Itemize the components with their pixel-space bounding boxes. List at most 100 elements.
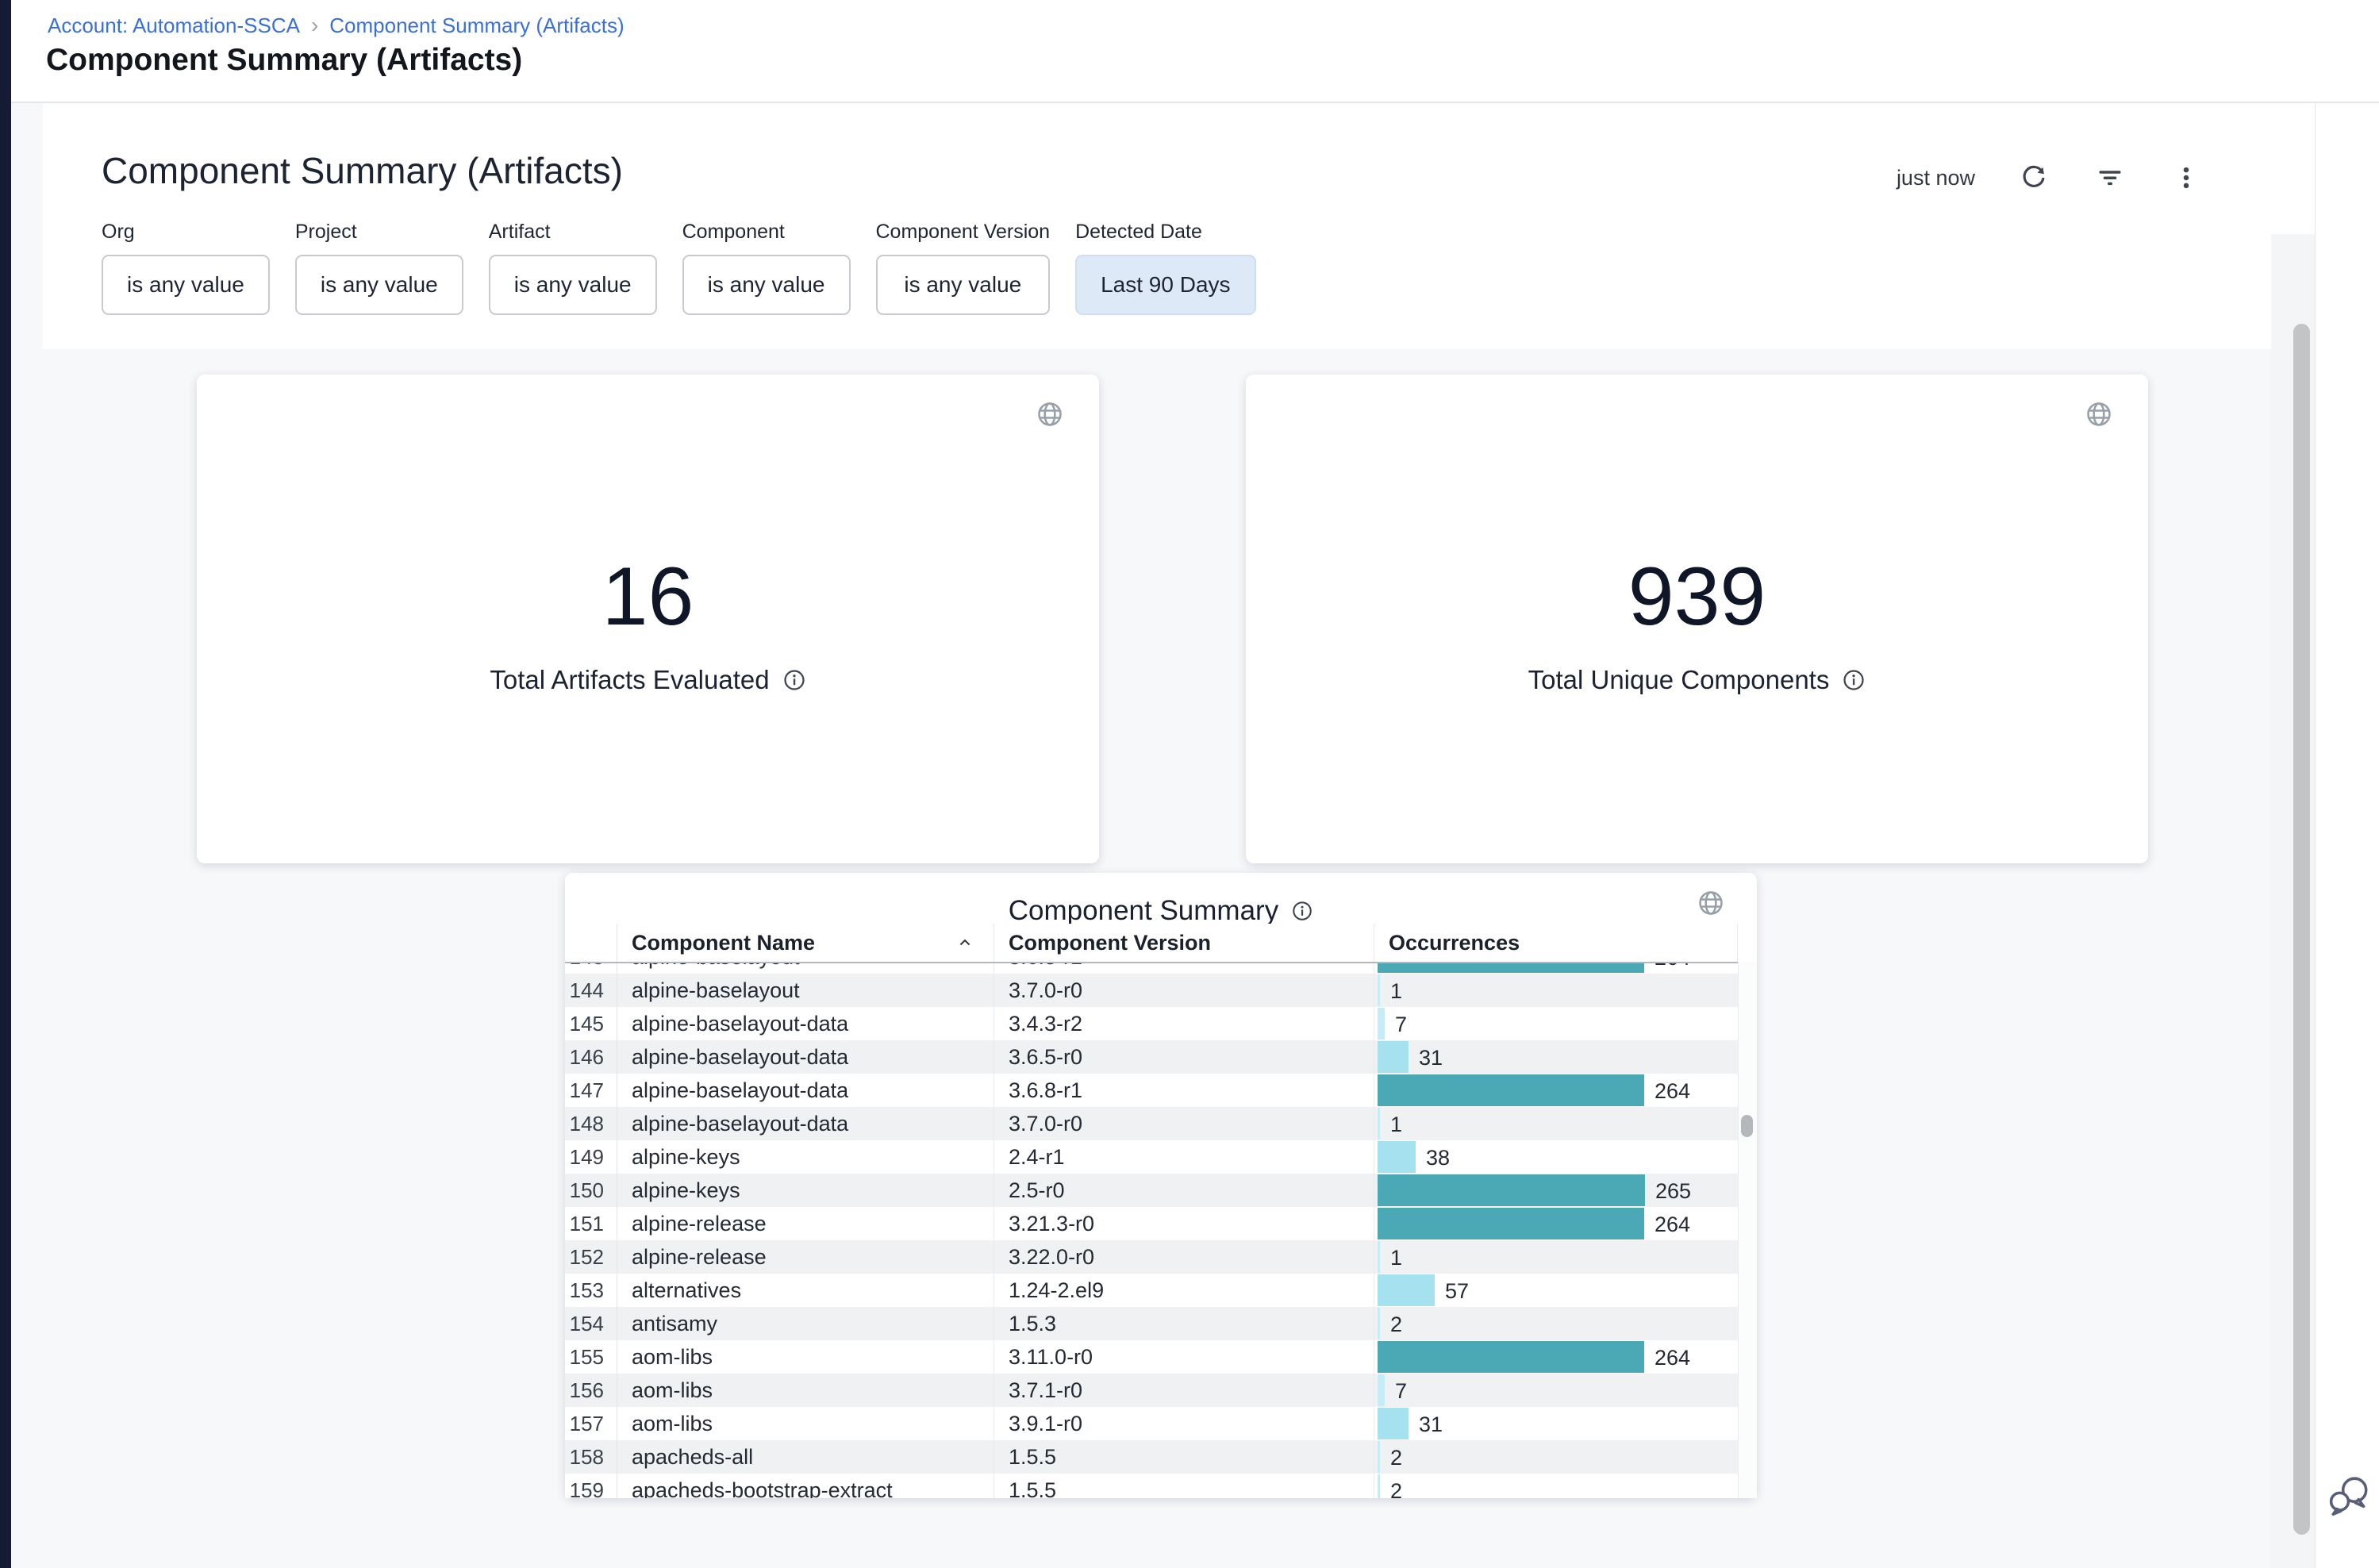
occurrences-bar[interactable] xyxy=(1378,963,1644,973)
globe-icon[interactable] xyxy=(1697,889,1725,917)
filter-value-button[interactable]: is any value xyxy=(875,255,1051,315)
occurrences-bar[interactable] xyxy=(1378,1041,1409,1073)
occurrences-cell: 31 xyxy=(1374,1040,1738,1074)
occurrences-cell: 38 xyxy=(1374,1140,1738,1174)
occurrences-value: 57 xyxy=(1445,1279,1470,1303)
row-number: 156 xyxy=(565,1374,617,1407)
occurrences-bar[interactable] xyxy=(1378,1008,1385,1040)
refresh-status: just now xyxy=(1896,165,1975,190)
component-name-cell: alpine-release xyxy=(617,1240,994,1274)
component-version-cell: 1.5.3 xyxy=(994,1307,1374,1340)
component-version-cell: 1.5.5 xyxy=(994,1474,1374,1498)
row-number: 144 xyxy=(565,974,617,1007)
table-header-row: Component Name Component Version Occurre… xyxy=(565,924,1738,962)
component-name-cell: alpine-baselayout-data xyxy=(617,1007,994,1040)
occurrences-bar[interactable] xyxy=(1378,1441,1380,1473)
component-version-cell: 3.7.1-r0 xyxy=(994,1374,1374,1407)
occurrences-cell: 7 xyxy=(1374,1007,1738,1040)
occurrences-bar[interactable] xyxy=(1378,974,1380,1006)
globe-icon[interactable] xyxy=(1036,400,1064,429)
info-icon[interactable] xyxy=(782,668,806,692)
component-name-cell: alpine-baselayout-data xyxy=(617,1107,994,1140)
row-number: 147 xyxy=(565,1074,617,1107)
column-header-component-version[interactable]: Component Version xyxy=(994,924,1374,962)
info-icon[interactable] xyxy=(1842,668,1866,692)
column-header-occurrences[interactable]: Occurrences xyxy=(1374,924,1738,962)
sort-ascending-icon[interactable] xyxy=(955,933,974,952)
occurrences-bar[interactable] xyxy=(1378,1374,1385,1406)
component-version-cell: 1.24-2.el9 xyxy=(994,1274,1374,1307)
occurrences-bar[interactable] xyxy=(1378,1474,1380,1498)
dashboard-left-gutter xyxy=(11,103,43,349)
occurrences-bar[interactable] xyxy=(1378,1108,1380,1139)
table-row: 158 apacheds-all 1.5.5 2 xyxy=(565,1440,1738,1474)
stat-label: Total Artifacts Evaluated xyxy=(490,665,770,695)
refresh-button[interactable] xyxy=(2016,160,2051,195)
table-row: 159 apacheds-bootstrap-extract 1.5.5 2 xyxy=(565,1474,1738,1498)
occurrences-bar[interactable] xyxy=(1378,1141,1416,1173)
table-row: 152 alpine-release 3.22.0-r0 1 xyxy=(565,1240,1738,1274)
chat-icon xyxy=(2329,1477,2368,1516)
table-row: 147 alpine-baselayout-data 3.6.8-r1 264 xyxy=(565,1074,1738,1107)
breadcrumb-current-link[interactable]: Component Summary (Artifacts) xyxy=(329,13,625,37)
component-version-cell: 3.6.8-r1 xyxy=(994,1074,1374,1107)
occurrences-cell: 264 xyxy=(1374,1074,1738,1107)
occurrences-bar[interactable] xyxy=(1378,1341,1644,1373)
dashboard-more-menu-button[interactable] xyxy=(2169,160,2204,195)
table-scrollbar-track[interactable] xyxy=(1738,962,1757,1498)
occurrences-bar[interactable] xyxy=(1378,1408,1409,1439)
filter-value-button[interactable]: is any value xyxy=(294,255,463,315)
table-row: 149 alpine-keys 2.4-r1 38 xyxy=(565,1140,1738,1174)
component-version-cell: 3.7.0-r0 xyxy=(994,1107,1374,1140)
column-header-component-name[interactable]: Component Name xyxy=(617,924,994,962)
occurrences-value: 38 xyxy=(1426,1146,1451,1170)
occurrences-value: 2 xyxy=(1390,1479,1403,1498)
occurrences-cell: 31 xyxy=(1374,1407,1738,1440)
occurrences-cell: 264 xyxy=(1374,1207,1738,1240)
row-number: 149 xyxy=(565,1140,617,1174)
filter-value-button[interactable]: Last 90 Days xyxy=(1075,255,1256,315)
occurrences-value: 31 xyxy=(1419,1046,1443,1070)
dashboard-filters-button[interactable] xyxy=(2093,160,2127,195)
occurrences-bar[interactable] xyxy=(1378,1241,1380,1273)
table-row: 151 alpine-release 3.21.3-r0 264 xyxy=(565,1207,1738,1240)
occurrences-value: 2 xyxy=(1390,1446,1403,1470)
component-version-cell: 3.11.0-r0 xyxy=(994,1340,1374,1374)
occurrences-bar[interactable] xyxy=(1378,1074,1644,1106)
filter-value-button[interactable]: is any value xyxy=(488,255,657,315)
occurrences-value: 264 xyxy=(1655,963,1690,974)
globe-icon[interactable] xyxy=(2085,400,2113,429)
page-title: Component Summary (Artifacts) xyxy=(46,43,523,77)
component-name-cell: alpine-keys xyxy=(617,1174,994,1207)
filter-value-button[interactable]: is any value xyxy=(682,255,851,315)
collapsed-sidebar[interactable] xyxy=(0,0,11,1568)
dashboard-title: Component Summary (Artifacts) xyxy=(102,150,623,191)
table-scrollbar-thumb[interactable] xyxy=(1741,1115,1753,1137)
occurrences-bar[interactable] xyxy=(1378,1308,1380,1339)
breadcrumb-account-link[interactable]: Account: Automation-SSCA xyxy=(48,13,300,37)
occurrences-bar[interactable] xyxy=(1378,1208,1644,1239)
occurrences-value: 264 xyxy=(1655,1213,1691,1236)
component-version-cell: 3.21.3-r0 xyxy=(994,1207,1374,1240)
filter-label: Component xyxy=(682,221,785,243)
filter-label: Project xyxy=(294,221,357,243)
filter-label: Detected Date xyxy=(1075,221,1202,243)
component-name-cell: alpine-baselayout-data xyxy=(617,1074,994,1107)
info-icon[interactable] xyxy=(1291,900,1313,922)
occurrences-bar[interactable] xyxy=(1378,1274,1435,1306)
chat-support-button[interactable] xyxy=(2328,1474,2373,1519)
filter-label: Component Version xyxy=(875,221,1051,243)
occurrences-bar[interactable] xyxy=(1378,1174,1645,1206)
table-row: 144 alpine-baselayout 3.7.0-r0 1 xyxy=(565,974,1738,1007)
filter-value-button[interactable]: is any value xyxy=(102,255,270,315)
row-number: 159 xyxy=(565,1474,617,1498)
page-scrollbar-thumb[interactable] xyxy=(2293,324,2310,1535)
kebab-menu-icon xyxy=(2183,167,2189,189)
stat-value: 16 xyxy=(601,551,694,643)
filter-bar: Org is any value Project is any value Artifa… xyxy=(102,221,1256,315)
table-row: 146 alpine-baselayout-data 3.6.5-r0 31 xyxy=(565,1040,1738,1074)
filter-label: Artifact xyxy=(488,221,551,243)
occurrences-cell: 2 xyxy=(1374,1307,1738,1340)
component-name-cell: apacheds-bootstrap-extract xyxy=(617,1474,994,1498)
